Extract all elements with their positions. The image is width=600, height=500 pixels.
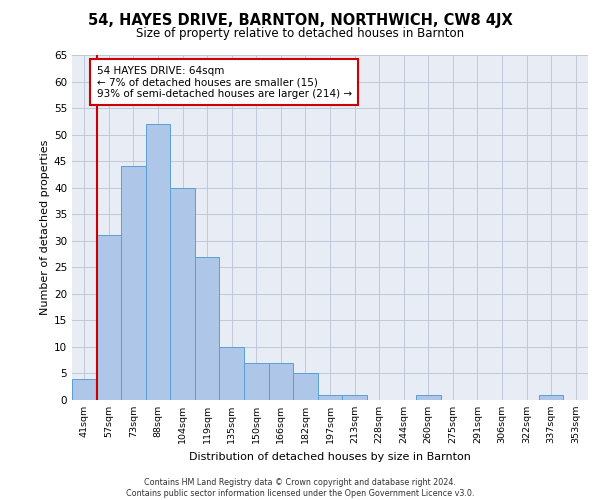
Bar: [244, 363, 269, 400]
Text: Contains HM Land Registry data © Crown copyright and database right 2024.
Contai: Contains HM Land Registry data © Crown c…: [126, 478, 474, 498]
Bar: [170, 188, 195, 400]
Bar: [342, 394, 367, 400]
Bar: [416, 394, 440, 400]
Bar: [293, 374, 318, 400]
Bar: [72, 379, 97, 400]
Bar: [318, 394, 342, 400]
X-axis label: Distribution of detached houses by size in Barnton: Distribution of detached houses by size …: [189, 452, 471, 462]
Bar: [195, 256, 220, 400]
Bar: [269, 363, 293, 400]
Y-axis label: Number of detached properties: Number of detached properties: [40, 140, 50, 315]
Text: 54 HAYES DRIVE: 64sqm
← 7% of detached houses are smaller (15)
93% of semi-detac: 54 HAYES DRIVE: 64sqm ← 7% of detached h…: [97, 66, 352, 99]
Bar: [220, 347, 244, 400]
Bar: [121, 166, 146, 400]
Bar: [97, 236, 121, 400]
Bar: [539, 394, 563, 400]
Bar: [146, 124, 170, 400]
Text: 54, HAYES DRIVE, BARNTON, NORTHWICH, CW8 4JX: 54, HAYES DRIVE, BARNTON, NORTHWICH, CW8…: [88, 12, 512, 28]
Text: Size of property relative to detached houses in Barnton: Size of property relative to detached ho…: [136, 28, 464, 40]
